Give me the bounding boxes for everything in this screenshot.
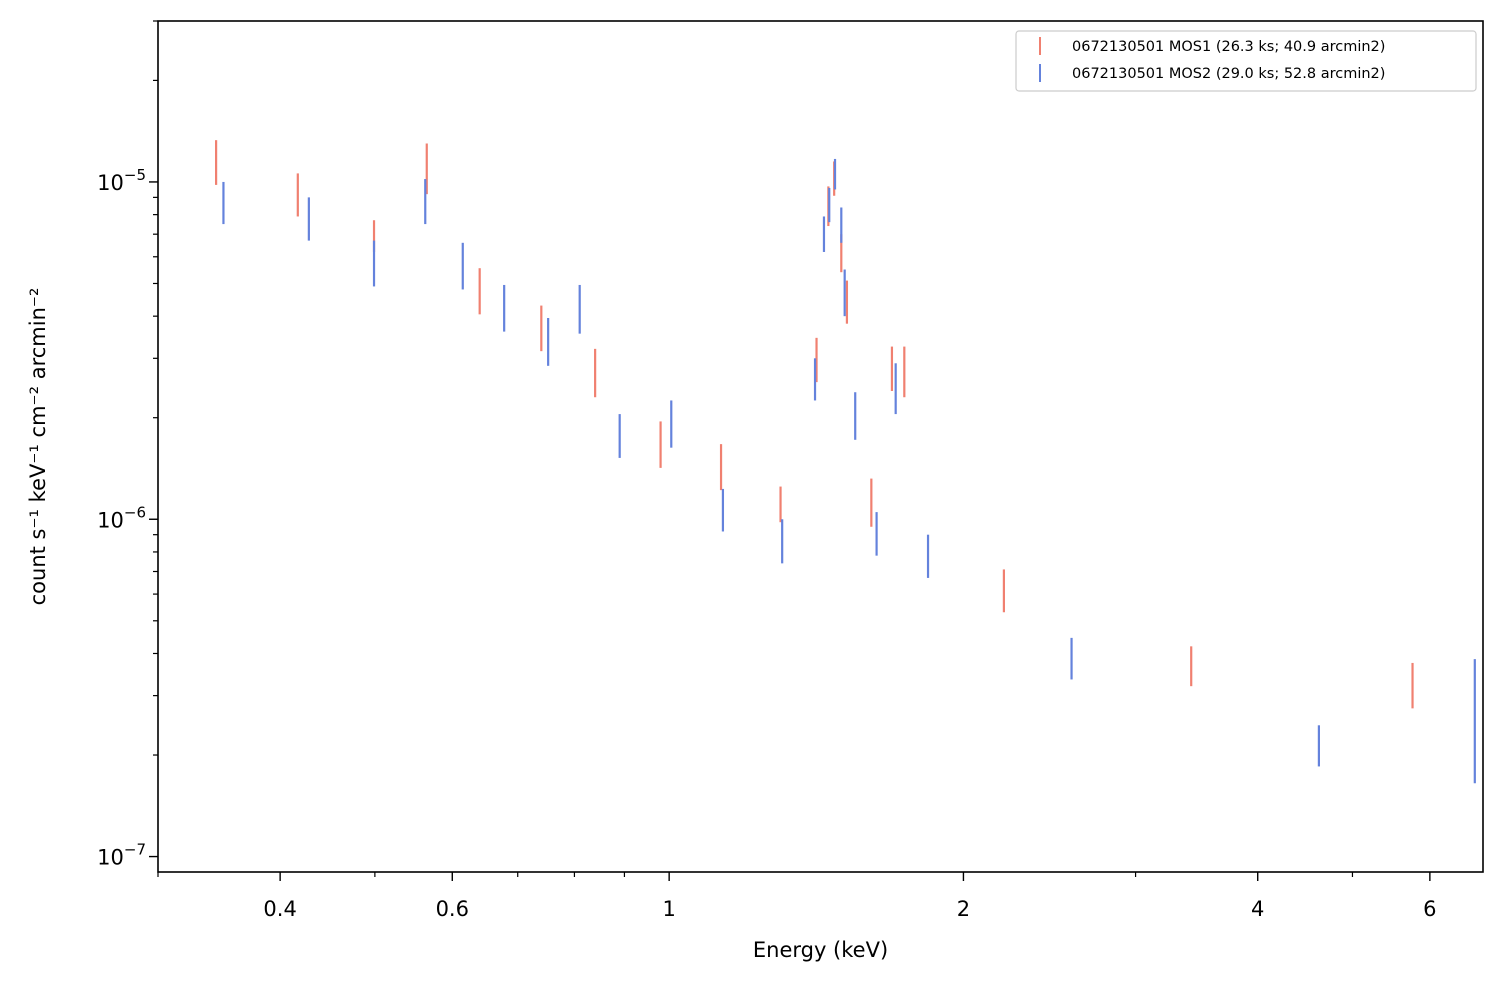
x-tick-labels: 0.4 0.6 1 2 4 6 xyxy=(263,897,1436,921)
y-tick-labels: 10−510−610−7 xyxy=(97,166,146,870)
x-tick-label: 6 xyxy=(1423,897,1436,921)
y-tick-base: 10 xyxy=(97,846,124,870)
legend-box xyxy=(1015,30,1477,92)
y-tick-exponent: −7 xyxy=(124,841,146,859)
series-layer xyxy=(215,140,1476,784)
series-mos2 xyxy=(222,158,1476,784)
x-tick-label: 0.4 xyxy=(263,897,296,921)
y-tick-exponent: −5 xyxy=(124,166,146,184)
y-tick-exponent: −6 xyxy=(124,503,146,521)
plot-frame xyxy=(157,20,1484,873)
y-tick-label: 10−5 xyxy=(97,166,146,195)
y-tick-base: 10 xyxy=(97,171,124,195)
y-tick-label: 10−7 xyxy=(97,841,146,870)
y-axis-label: count s⁻¹ keV⁻¹ cm⁻² arcmin⁻² xyxy=(26,288,50,606)
x-tick-label: 0.6 xyxy=(436,897,469,921)
y-tick-label: 10−6 xyxy=(97,503,146,532)
legend-label-mos2: 0672130501 MOS2 (29.0 ks; 52.8 arcmin2) xyxy=(1072,66,1385,82)
x-axis-label: Energy (keV) xyxy=(753,938,888,962)
x-tick-label: 2 xyxy=(957,897,970,921)
legend: 0672130501 MOS1 (26.3 ks; 40.9 arcmin2) … xyxy=(1015,30,1477,92)
y-tick-base: 10 xyxy=(97,508,124,532)
x-tick-label: 1 xyxy=(662,897,675,921)
minor-ticks xyxy=(153,20,1354,877)
x-tick-label: 4 xyxy=(1251,897,1264,921)
major-ticks xyxy=(149,181,1431,881)
legend-label-mos1: 0672130501 MOS1 (26.3 ks; 40.9 arcmin2) xyxy=(1072,39,1385,55)
